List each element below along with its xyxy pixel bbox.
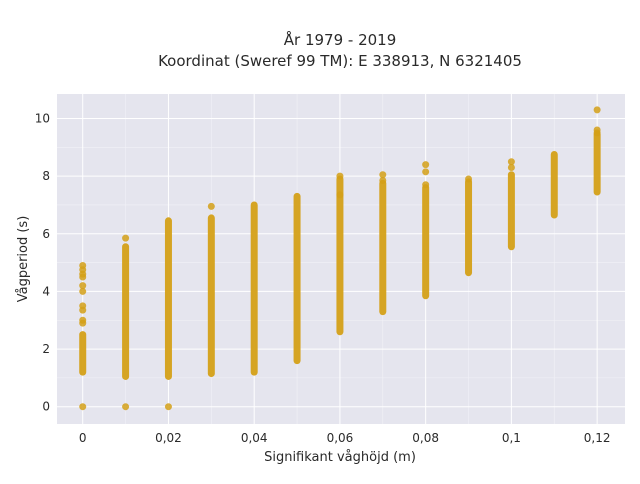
data-point bbox=[379, 176, 387, 184]
data-point bbox=[507, 163, 515, 171]
data-point bbox=[79, 302, 87, 310]
y-tick-label: 2 bbox=[42, 342, 50, 356]
x-tick-label: 0,04 bbox=[241, 431, 268, 445]
y-tick-label: 10 bbox=[35, 111, 50, 125]
data-point bbox=[593, 126, 601, 134]
data-point bbox=[507, 158, 515, 166]
data-point bbox=[79, 287, 87, 295]
chart-title-line-1: År 1979 - 2019 bbox=[284, 30, 397, 49]
data-point bbox=[422, 168, 430, 176]
x-tick-label: 0,1 bbox=[502, 431, 521, 445]
data-point bbox=[79, 403, 87, 411]
data-point bbox=[207, 202, 215, 210]
data-point bbox=[79, 316, 87, 324]
data-point bbox=[593, 106, 601, 114]
y-tick-label: 8 bbox=[42, 169, 50, 183]
data-point bbox=[465, 175, 473, 183]
y-tick-label: 0 bbox=[42, 400, 50, 414]
x-tick-label: 0,06 bbox=[327, 431, 354, 445]
y-tick-label: 4 bbox=[42, 284, 50, 298]
chart-title-line-2: Koordinat (Sweref 99 TM): E 338913, N 63… bbox=[158, 52, 522, 70]
data-point bbox=[164, 403, 172, 411]
data-point bbox=[336, 191, 344, 199]
x-tick-label: 0,08 bbox=[412, 431, 439, 445]
x-axis-label: Signifikant våghöjd (m) bbox=[264, 450, 416, 465]
data-point bbox=[122, 234, 130, 242]
tick-labels: 0 0,02 0,04 0,06 0,08 0,1 0,12 0 2 4 6 8 10 bbox=[35, 111, 611, 445]
x-tick-label: 0,12 bbox=[584, 431, 611, 445]
data-point bbox=[336, 172, 344, 180]
y-axis-label: Vågperiod (s) bbox=[16, 216, 31, 303]
data-point bbox=[79, 282, 87, 290]
data-point bbox=[79, 261, 87, 269]
data-marks bbox=[79, 106, 601, 411]
data-point bbox=[422, 181, 430, 189]
data-point bbox=[379, 171, 387, 179]
x-tick-label: 0,02 bbox=[155, 431, 182, 445]
y-tick-label: 6 bbox=[42, 227, 50, 241]
data-point bbox=[122, 403, 130, 411]
x-tick-label: 0 bbox=[79, 431, 87, 445]
data-point bbox=[422, 161, 430, 169]
